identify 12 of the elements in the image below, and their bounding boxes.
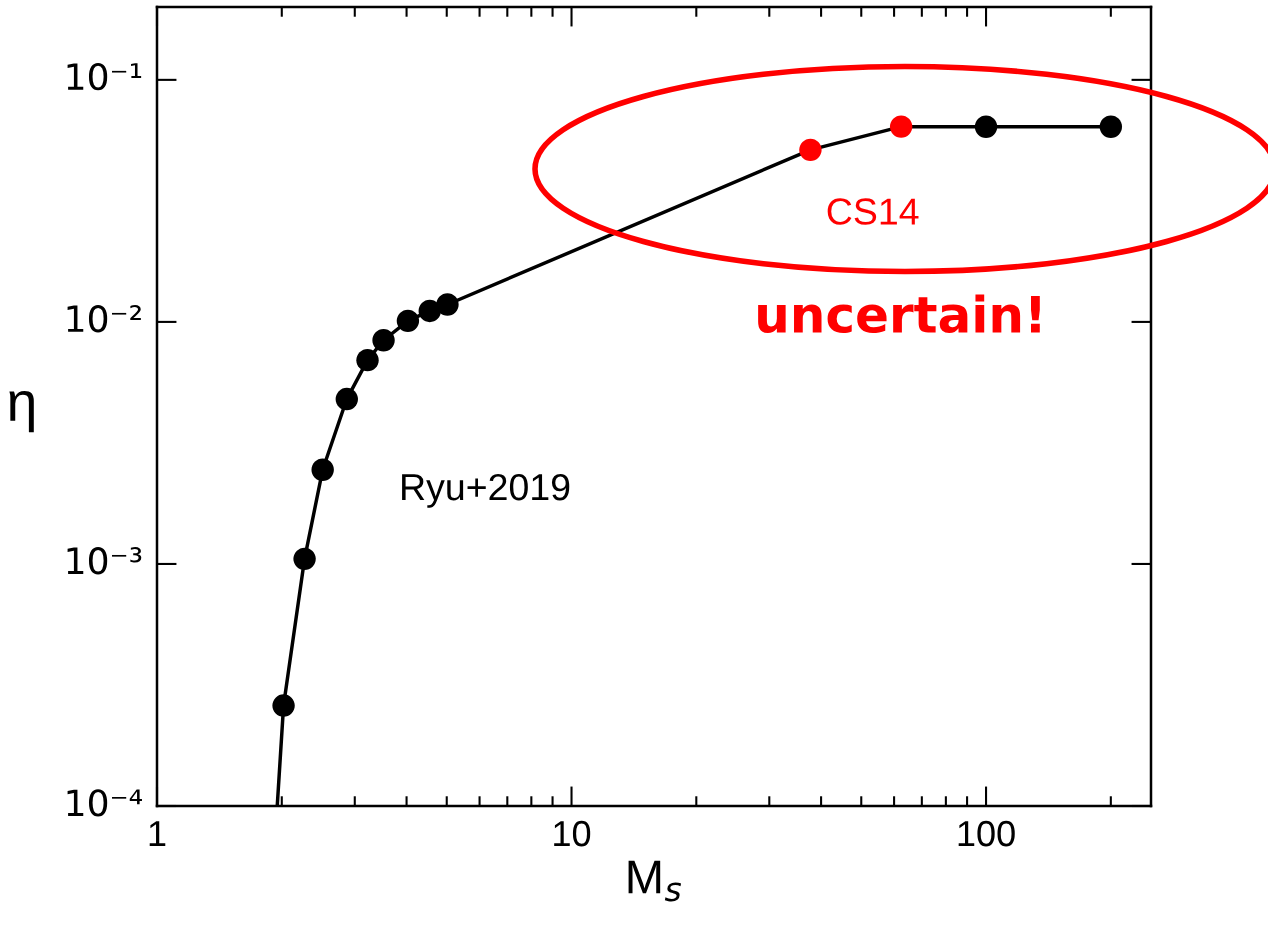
- x-tick-label: 100: [958, 820, 1015, 847]
- y-tick-label: 10⁻⁴: [67, 789, 142, 817]
- y-tick-label: 10⁻²: [67, 305, 141, 333]
- x-axis-title: M$_{s}$: [628, 860, 682, 902]
- x-tick-label: 10: [554, 820, 591, 847]
- y-tick-label: 10⁻¹: [67, 63, 142, 91]
- series-label: Ryu+2019: [402, 473, 570, 508]
- y-tick-label: 10⁻³: [67, 547, 142, 575]
- series-label: CS14: [827, 198, 919, 225]
- annotation: uncertain!: [758, 294, 1040, 334]
- x-tick-label: 1: [149, 821, 166, 847]
- y-axis-title: η: [9, 390, 34, 433]
